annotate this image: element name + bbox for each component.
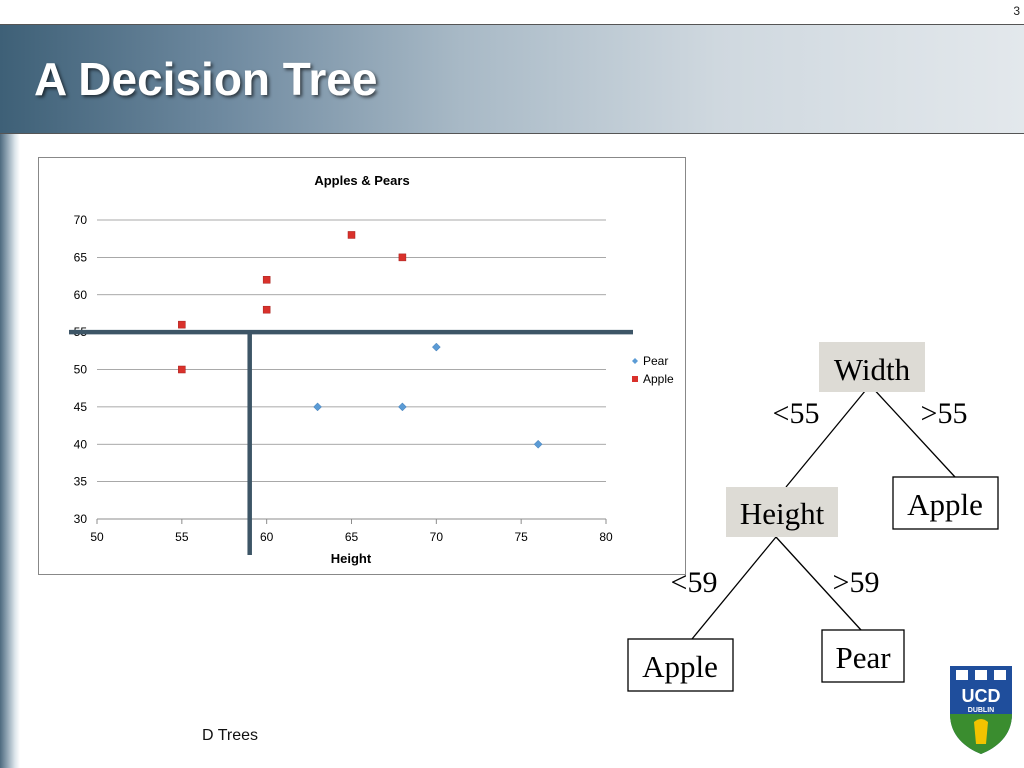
pear-point [533, 439, 543, 449]
chart-title: Apples & Pears [314, 173, 409, 188]
mid-left-leaf-label: Apple [642, 649, 718, 684]
legend: Pear Apple [632, 354, 674, 386]
y-tick-label: 45 [74, 400, 88, 414]
root-right-edge-label: >55 [921, 397, 968, 430]
root-node-box [819, 342, 925, 392]
apple-point [178, 320, 186, 329]
ucd-crest-logo: UCD DUBLIN [950, 666, 1012, 754]
x-tick-label: 50 [90, 530, 104, 544]
mid-left-edge-label: <59 [671, 566, 718, 599]
right-leaf-box [892, 476, 999, 530]
y-tick-label: 70 [74, 213, 88, 227]
pear-point [431, 342, 441, 352]
mid-node-box [726, 487, 838, 537]
root-node-label: Width [834, 352, 911, 387]
data-points [178, 231, 543, 449]
edge-root-left [785, 384, 871, 488]
legend-apple-marker [632, 376, 638, 382]
pear-point [313, 402, 322, 412]
y-tick-label: 65 [74, 250, 88, 264]
right-leaf-label: Apple [907, 487, 983, 522]
harp-icon [974, 719, 988, 744]
mid-right-edge-label: >59 [833, 566, 880, 599]
x-tick-label: 65 [345, 530, 359, 544]
tick-labels: 30354045505560657050556065707580 [74, 213, 613, 544]
title-band [0, 24, 1024, 134]
apple-point [398, 253, 407, 262]
edge-mid-right [775, 536, 862, 631]
scatter-chart: Apples & Pears Height 30 35 40 45 50 55 60 65 70… [69, 173, 674, 566]
mid-right-leaf-box [821, 629, 905, 683]
crest-ucd-text: UCD [962, 686, 1001, 706]
mid-node-label: Height [740, 496, 825, 531]
apple-point [178, 365, 186, 374]
y-tick-label: 60 [74, 288, 88, 302]
x-tick-label: 70 [430, 530, 444, 544]
footer-text: D Trees [202, 727, 259, 744]
legend-pear-marker [632, 358, 638, 364]
y-tick-label: 30 [74, 512, 88, 526]
x-tick-label: 80 [599, 530, 613, 544]
x-axis-label: Height [331, 551, 372, 566]
x-tick-label: 55 [175, 530, 189, 544]
x-tick-label: 75 [514, 530, 528, 544]
page-number: 3 [1013, 4, 1020, 18]
x-tick-label: 60 [260, 530, 274, 544]
y-tick-label: 35 [74, 475, 88, 489]
apple-point [262, 305, 271, 314]
y-tick-label: 40 [74, 437, 88, 451]
split-lines [69, 329, 633, 555]
legend-label: Apple [643, 372, 674, 386]
y-tick-label: 50 [74, 363, 88, 377]
root-left-edge-label: <55 [773, 397, 820, 430]
edge-root-right [869, 384, 956, 478]
apple-point [262, 276, 271, 284]
legend-label: Pear [643, 354, 668, 368]
crest-dublin-text: DUBLIN [968, 707, 994, 714]
castle-icons [956, 670, 1006, 680]
left-gradient-bar [0, 134, 20, 768]
mid-left-leaf-box [627, 638, 734, 692]
apple-point [347, 231, 356, 239]
pear-point [398, 402, 407, 412]
edge-mid-left [691, 536, 777, 640]
slide-title: A Decision Tree [34, 53, 378, 105]
scatter-chart-frame: Apples & Pears Height 30 35 40 45 50 55 60 65 70… [38, 157, 686, 575]
mid-right-leaf-label: Pear [835, 640, 891, 675]
